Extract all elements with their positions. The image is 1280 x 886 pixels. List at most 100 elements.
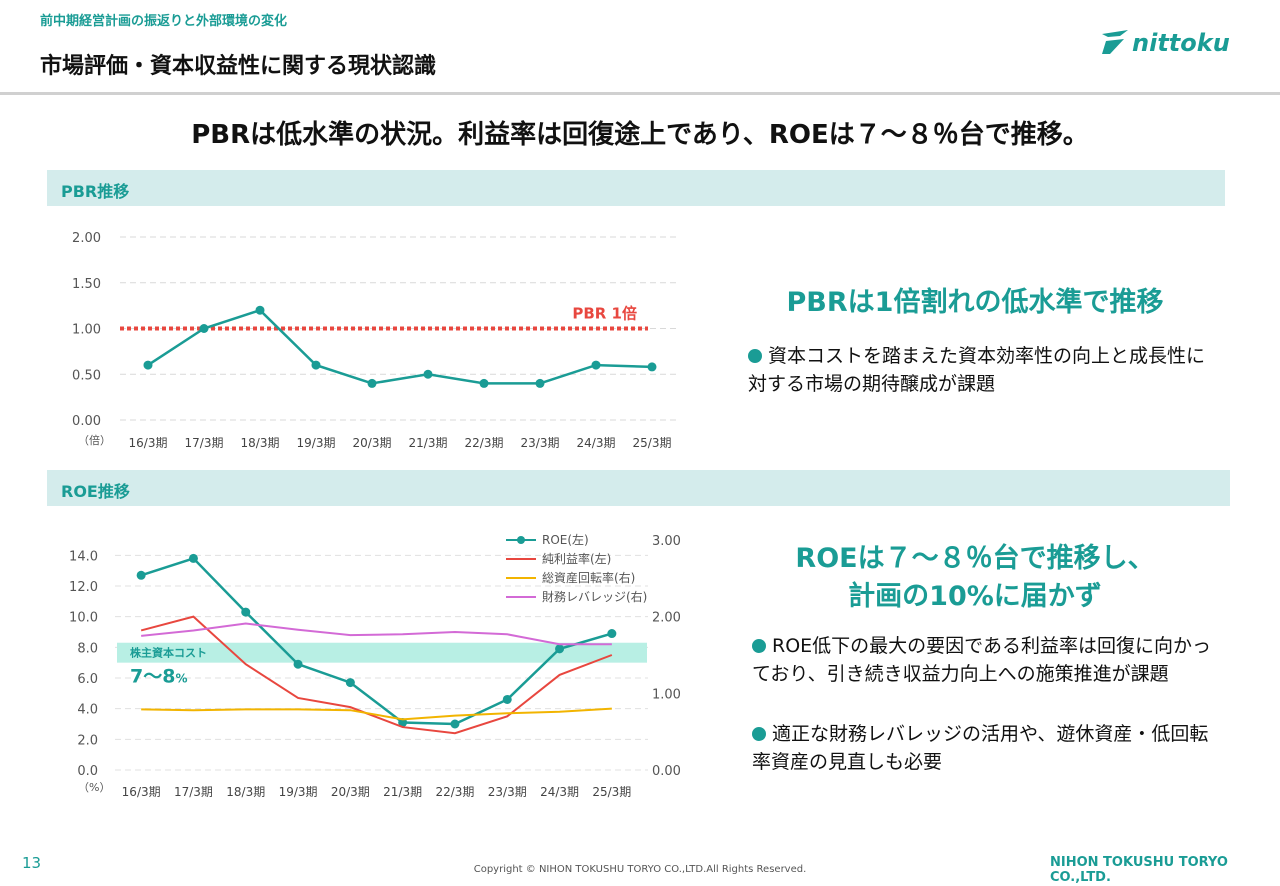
pbr-reference-label: PBR 1倍 [572, 305, 637, 323]
x-tick-label: 20/3期 [331, 785, 370, 799]
asset-turnover-legend-label: 総資産回転率(右) [542, 570, 635, 585]
roe-point [555, 644, 565, 654]
y-right-tick-label: 3.00 [652, 534, 681, 549]
y-left-tick-label: 8.0 [77, 641, 98, 656]
cost-of-equity-unit: % [175, 672, 187, 686]
bullet-dot-icon [752, 727, 766, 741]
roe-panel-heading-line1: ROEは７～８％台で推移し、 [795, 543, 1155, 574]
pbr-bullet-text: 資本コストを踏まえた資本効率性の向上と成長性に対する市場の期待醸成が課題 [748, 345, 1206, 395]
page-title: 市場評価・資本収益性に関する現状認識 [40, 54, 437, 79]
bullet-dot-icon [748, 349, 762, 363]
net-margin-series-line [140, 615, 613, 735]
x-tick-label: 23/3期 [488, 785, 527, 799]
pbr-point [199, 324, 209, 333]
x-tick-label: 16/3期 [129, 436, 168, 450]
y-right-tick-label: 0.00 [652, 764, 681, 779]
roe-bullet-1-text: ROE低下の最大の要因である利益率は回復に向かっており、引き続き収益力向上への施… [752, 635, 1211, 685]
cost-of-equity-value: 7～8% [130, 666, 187, 688]
y-tick-label: 1.00 [72, 323, 101, 338]
y-left-tick-label: 10.0 [69, 611, 98, 626]
y-left-tick-label: 0.0 [77, 764, 98, 779]
roe-series-line [140, 556, 613, 726]
x-tick-label: 25/3期 [633, 436, 672, 450]
pbr-point [311, 360, 321, 370]
y-left-tick-label: 2.0 [77, 733, 98, 748]
x-tick-label: 17/3期 [185, 436, 224, 450]
x-tick-label: 18/3期 [241, 436, 280, 450]
y-tick-label: 0.50 [72, 368, 101, 383]
y-right-tick-label: 1.00 [652, 687, 681, 702]
roe-point [345, 678, 355, 688]
pbr-point [591, 360, 601, 370]
roe-section-band: ROE推移 [47, 470, 1230, 506]
y-left-tick-label: 6.0 [77, 672, 98, 687]
x-tick-label: 23/3期 [521, 436, 560, 450]
roe-point [502, 694, 512, 704]
company-name: NIHON TOKUSHU TORYO CO.,LTD. [1050, 855, 1228, 885]
y-tick-label: 0.00 [72, 414, 101, 429]
y-right-tick-label: 2.00 [652, 611, 681, 626]
x-tick-label: 24/3期 [540, 785, 579, 799]
unit-label: （倍） [78, 433, 111, 447]
y-left-tick-label: 4.0 [77, 703, 98, 718]
roe-bullet-1: ROE低下の最大の要因である利益率は回復に向かっており、引き続き収益力向上への施… [752, 632, 1212, 688]
pbr-series-line [147, 308, 653, 385]
y-tick-label: 1.50 [72, 277, 101, 292]
y-left-tick-label: 14.0 [69, 549, 98, 564]
pbr-point [535, 378, 545, 388]
pbr-point [143, 360, 153, 370]
logo-text: nittoku [1132, 29, 1230, 57]
pbr-point [423, 369, 433, 379]
roe-point [241, 607, 251, 617]
title-divider [0, 92, 1280, 95]
cost-of-equity-band [117, 642, 647, 663]
roe-panel-heading-line2: 計画の10%に届かず [848, 581, 1102, 612]
y-tick-label: 2.00 [72, 231, 101, 246]
leverage-legend-label: 財務レバレッジ(右) [542, 589, 647, 604]
net-margin-legend-label: 純利益率(左) [542, 551, 611, 566]
x-tick-label: 18/3期 [226, 785, 265, 799]
pbr-panel-heading: PBRは1倍割れの低水準で推移 [786, 287, 1164, 318]
x-tick-label: 21/3期 [383, 785, 422, 799]
x-tick-label: 19/3期 [279, 785, 318, 799]
asset-turnover-series-line [141, 707, 612, 721]
y-left-tick-label: 12.0 [69, 580, 98, 595]
x-tick-label: 22/3期 [465, 436, 504, 450]
unit-label: （%） [78, 781, 110, 794]
roe-point [293, 659, 303, 669]
breadcrumb: 前中期経営計画の振返りと外部環境の変化 [40, 14, 288, 29]
roe-chart: 0.0 2.0 4.0 6.0 8.0 10.0 12.0 14.0 0.00 1.00 2.00 3… [69, 532, 681, 799]
roe-bullet-2-text: 適正な財務レバレッジの活用や、遊休資産・低回転率資産の見直しも必要 [752, 723, 1209, 773]
roe-point [450, 719, 460, 729]
x-tick-label: 22/3期 [435, 785, 474, 799]
roe-point [188, 553, 198, 563]
x-tick-label: 25/3期 [592, 785, 631, 799]
roe-point [607, 629, 617, 639]
pbr-bullet: 資本コストを踏まえた資本効率性の向上と成長性に対する市場の期待醸成が課題 [748, 342, 1208, 398]
pbr-section-label: PBR推移 [61, 182, 130, 201]
x-tick-label: 19/3期 [297, 436, 336, 450]
x-tick-label: 17/3期 [174, 785, 213, 799]
pbr-point [479, 378, 489, 388]
logo-mark-icon [1102, 30, 1128, 54]
roe-legend-marker [517, 536, 525, 544]
pbr-point [647, 362, 657, 372]
roe-section-label: ROE推移 [61, 482, 130, 501]
company-logo: nittoku [1102, 29, 1230, 57]
x-tick-label: 24/3期 [577, 436, 616, 450]
x-tick-label: 21/3期 [409, 436, 448, 450]
page-number: 13 [22, 854, 42, 872]
cost-of-equity-label: 株主資本コスト [130, 646, 207, 660]
roe-legend-label: ROE(左) [542, 532, 589, 547]
x-tick-label: 20/3期 [353, 436, 392, 450]
roe-bullet-2: 適正な財務レバレッジの活用や、遊休資産・低回転率資産の見直しも必要 [752, 720, 1212, 776]
pbr-point [255, 305, 265, 315]
x-tick-label: 16/3期 [122, 785, 161, 799]
roe-point [136, 570, 146, 580]
leverage-series-line [141, 622, 612, 646]
pbr-section-band: PBR推移 [47, 170, 1225, 206]
pbr-point [367, 378, 377, 388]
headline: PBRは低水準の状況。利益率は回復途上であり、ROEは７～８％台で推移。 [191, 120, 1089, 150]
copyright-text: Copyright © NIHON TOKUSHU TORYO CO.,LTD.… [473, 864, 807, 875]
bullet-dot-icon [752, 639, 766, 653]
